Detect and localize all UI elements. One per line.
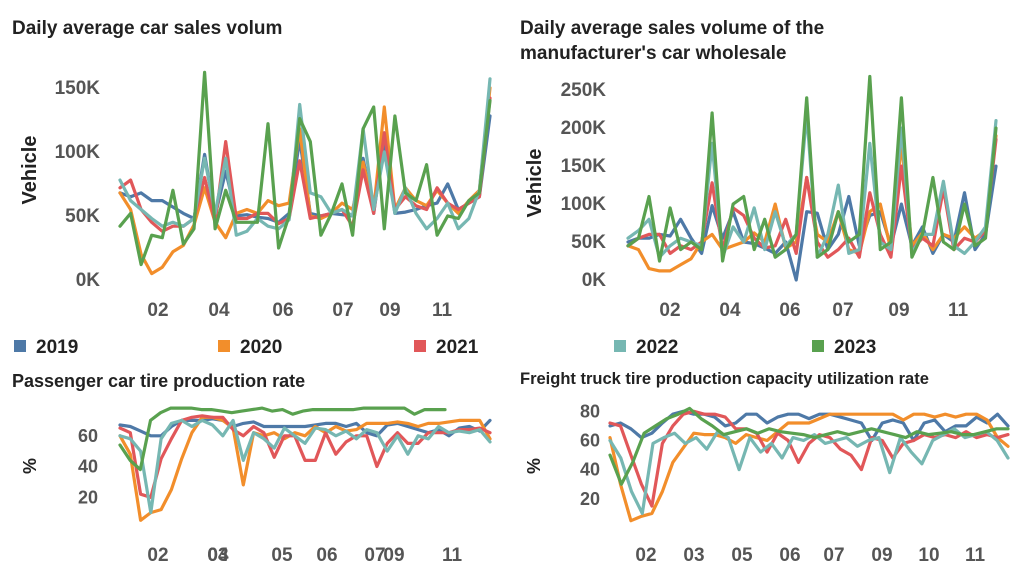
x-tick-label: 11 — [442, 545, 463, 566]
legend-swatch-2022 — [614, 340, 626, 352]
series-line-2023 — [626, 74, 998, 263]
y-tick-label: 40 — [78, 457, 98, 477]
y-tick-label: 50K — [65, 206, 100, 227]
y-axis-label: % — [524, 458, 544, 474]
x-tick-label: 04 — [208, 300, 230, 321]
x-tick-label: 07 — [823, 545, 844, 566]
y-tick-label: 200K — [561, 118, 607, 139]
x-tick-label: 04 — [207, 545, 229, 566]
x-tick-label: 09 — [379, 300, 400, 321]
legend-swatch-2023 — [812, 340, 824, 352]
x-tick-label: 02 — [635, 545, 656, 566]
x-tick-label: 09 — [383, 545, 404, 566]
y-tick-label: 60 — [78, 426, 98, 446]
x-tick-label: 06 — [316, 545, 337, 566]
series-line-2021 — [626, 137, 998, 259]
y-tick-label: 20 — [580, 489, 600, 509]
x-tick-label: 06 — [779, 545, 800, 566]
legend-label-2021: 2021 — [436, 337, 479, 358]
x-tick-label: 09 — [888, 300, 909, 321]
legend-label-2022: 2022 — [636, 337, 678, 358]
series-line-2023 — [118, 406, 447, 472]
y-tick-label: 100K — [561, 194, 607, 215]
x-tick-label: 02 — [659, 300, 680, 321]
y-tick-label: 150K — [561, 156, 607, 177]
x-tick-label: 09 — [871, 545, 892, 566]
chart-passenger-tire-rate: Passenger car tire production rate % 20 4… — [12, 371, 492, 566]
y-tick-label: 100K — [55, 142, 101, 163]
series-line-2020 — [608, 412, 1010, 523]
legend-swatch-2019 — [14, 340, 26, 352]
series-line-2020 — [118, 415, 492, 522]
x-tick-label: 02 — [147, 300, 168, 321]
x-tick-label: 05 — [731, 545, 753, 566]
y-tick-label: 60 — [580, 430, 600, 450]
series-line-2022 — [118, 77, 492, 237]
x-tick-label: 07 — [332, 300, 353, 321]
legend-label-2020: 2020 — [240, 337, 282, 358]
y-tick-label: 20 — [78, 487, 98, 507]
y-tick-label: 250K — [561, 80, 607, 101]
chart-title: Passenger car tire production rate — [12, 371, 305, 391]
chart-title-line-1: Daily average sales volume of the — [520, 18, 824, 39]
y-tick-label: 0K — [582, 270, 607, 291]
chart-manufacturer-wholesale: Daily average sales volume of the manufa… — [520, 18, 998, 321]
x-tick-label: 04 — [719, 300, 741, 321]
x-tick-label: 05 — [271, 545, 293, 566]
y-axis-label: Vehicle — [19, 136, 41, 205]
x-tick-label: 06 — [779, 300, 800, 321]
x-tick-label: 06 — [272, 300, 293, 321]
legend-swatch-2020 — [218, 340, 230, 352]
legend: 2019 2020 2021 2022 2023 — [14, 337, 876, 358]
x-tick-label: 07 — [364, 545, 385, 566]
series-line-2023 — [608, 406, 1010, 486]
series-line-2023 — [118, 70, 492, 267]
series-line-2022 — [118, 418, 492, 515]
x-tick-label: 07 — [832, 300, 853, 321]
y-axis-label: % — [20, 458, 40, 474]
series-line-2020 — [118, 86, 492, 276]
x-tick-label: 03 — [683, 545, 704, 566]
series-line-2021 — [608, 409, 1010, 508]
chart-title: Freight truck tire production capacity u… — [520, 370, 929, 388]
y-tick-label: 40 — [580, 460, 600, 480]
chart-title: Daily average car sales volum — [12, 18, 282, 39]
y-tick-label: 150K — [55, 78, 101, 99]
y-tick-label: 0K — [76, 270, 101, 291]
x-tick-label: 03 — [207, 545, 228, 566]
x-tick-label: 02 — [147, 545, 168, 566]
y-tick-label: 50K — [571, 232, 606, 253]
legend-swatch-2021 — [414, 340, 426, 352]
chart-daily-car-sales: Daily average car sales volum Vehicle 0K… — [12, 18, 492, 321]
legend-label-2023: 2023 — [834, 337, 876, 358]
chart-truck-tire-utilization: Freight truck tire production capacity u… — [520, 370, 1010, 566]
legend-label-2019: 2019 — [36, 337, 78, 358]
x-tick-label: 11 — [432, 300, 453, 321]
x-tick-label: 11 — [965, 545, 986, 566]
x-tick-label: 11 — [948, 300, 969, 321]
y-axis-label: Vehicle — [524, 149, 546, 218]
y-tick-label: 80 — [580, 401, 600, 421]
chart-title-line-2: manufacturer's car wholesale — [520, 43, 786, 64]
x-tick-label: 10 — [918, 545, 939, 566]
